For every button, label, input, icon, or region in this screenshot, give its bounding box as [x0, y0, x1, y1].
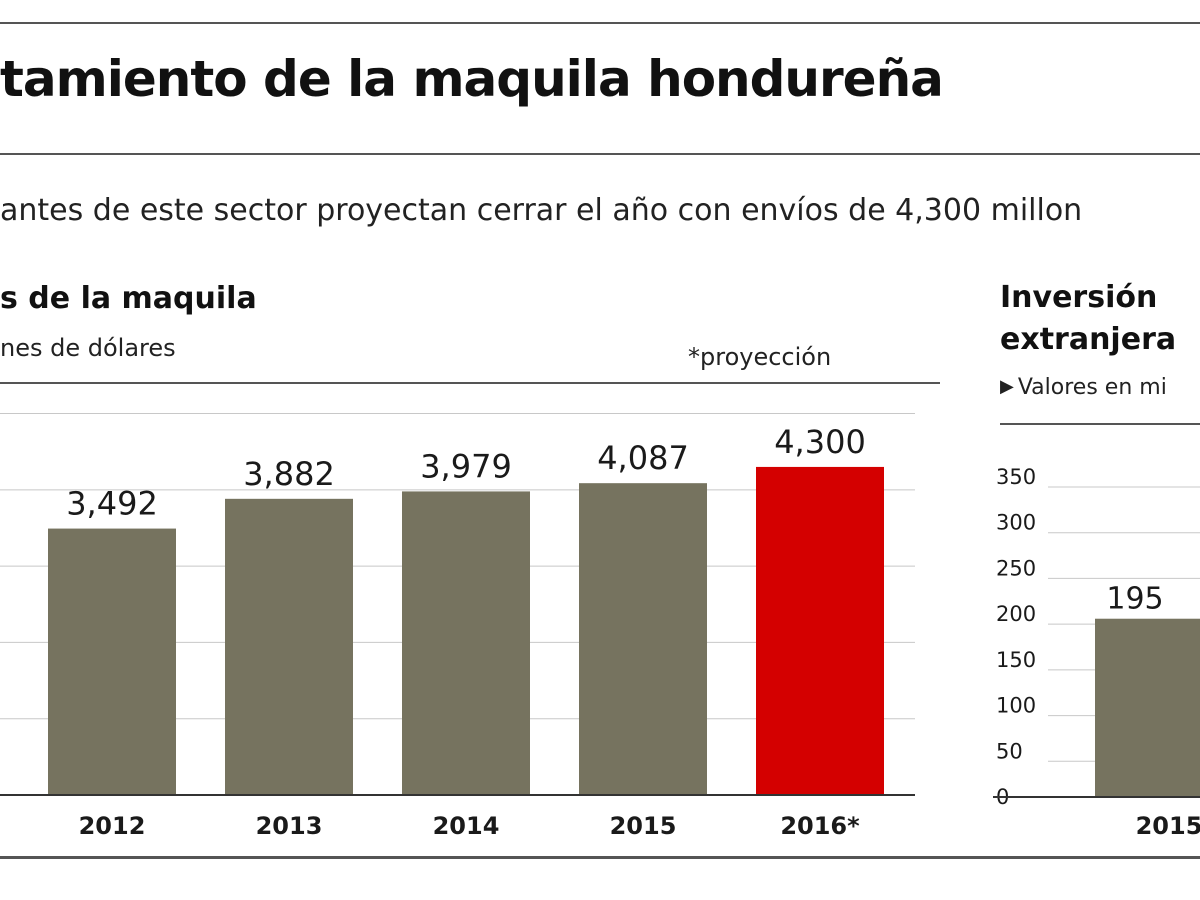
- y-tick-label: 300: [996, 511, 1036, 535]
- y-tick-label: 150: [996, 648, 1036, 672]
- exports-bar-chart: 3,492 2012 3,882 2013 3,979 2014 4,087 2015 4,30…: [0, 382, 940, 840]
- main-chart-title: s de la maquila: [0, 281, 257, 316]
- bar-value-label: 4,087: [597, 439, 689, 477]
- page-subtitle: antes de este sector proyectan cerrar el…: [0, 193, 1083, 228]
- investment-bar-2015: [1095, 618, 1200, 797]
- bar-2016: [756, 466, 884, 795]
- bottom-rule: [0, 856, 1200, 859]
- y-tick-label: 350: [996, 465, 1036, 489]
- title-rule: [0, 153, 1200, 155]
- bar-value-label: 195: [1106, 582, 1163, 617]
- bar-value-label: 3,979: [420, 447, 512, 485]
- play-arrow-icon: ▶: [1000, 376, 1014, 397]
- x-tick-label: 2016*: [780, 812, 860, 840]
- y-tick-label: 250: [996, 556, 1036, 580]
- bar-value-label: 3,882: [243, 455, 335, 493]
- bar-value-label: 3,492: [66, 485, 158, 523]
- main-chart-unit: nes de dólares: [0, 334, 176, 362]
- y-tick-label: 200: [996, 602, 1036, 626]
- bar-2013: [225, 498, 353, 795]
- x-tick-label: 2015: [1136, 812, 1200, 840]
- page-title: tamiento de la maquila hondureña: [0, 50, 944, 108]
- projection-note: *proyección: [688, 343, 832, 371]
- investment-unit-label: Valores en mi: [1017, 375, 1167, 400]
- investment-chart-unit: ▶ Valores en mi: [1000, 375, 1167, 400]
- top-rule: [0, 22, 1200, 24]
- y-tick-label: 50: [996, 739, 1023, 763]
- investment-chart-title-line1: Inversión: [1000, 280, 1158, 315]
- investment-chart-title-line2: extranjera: [1000, 322, 1177, 357]
- bar-2014: [402, 491, 530, 795]
- y-tick-label: 100: [996, 694, 1036, 718]
- x-tick-label: 2015: [610, 812, 677, 840]
- x-tick-label: 2013: [256, 812, 323, 840]
- bar-value-label: 4,300: [774, 423, 866, 461]
- x-tick-label: 2012: [79, 812, 146, 840]
- bar-2012: [48, 528, 176, 795]
- x-tick-label: 2014: [433, 812, 500, 840]
- bar-2015: [579, 483, 707, 795]
